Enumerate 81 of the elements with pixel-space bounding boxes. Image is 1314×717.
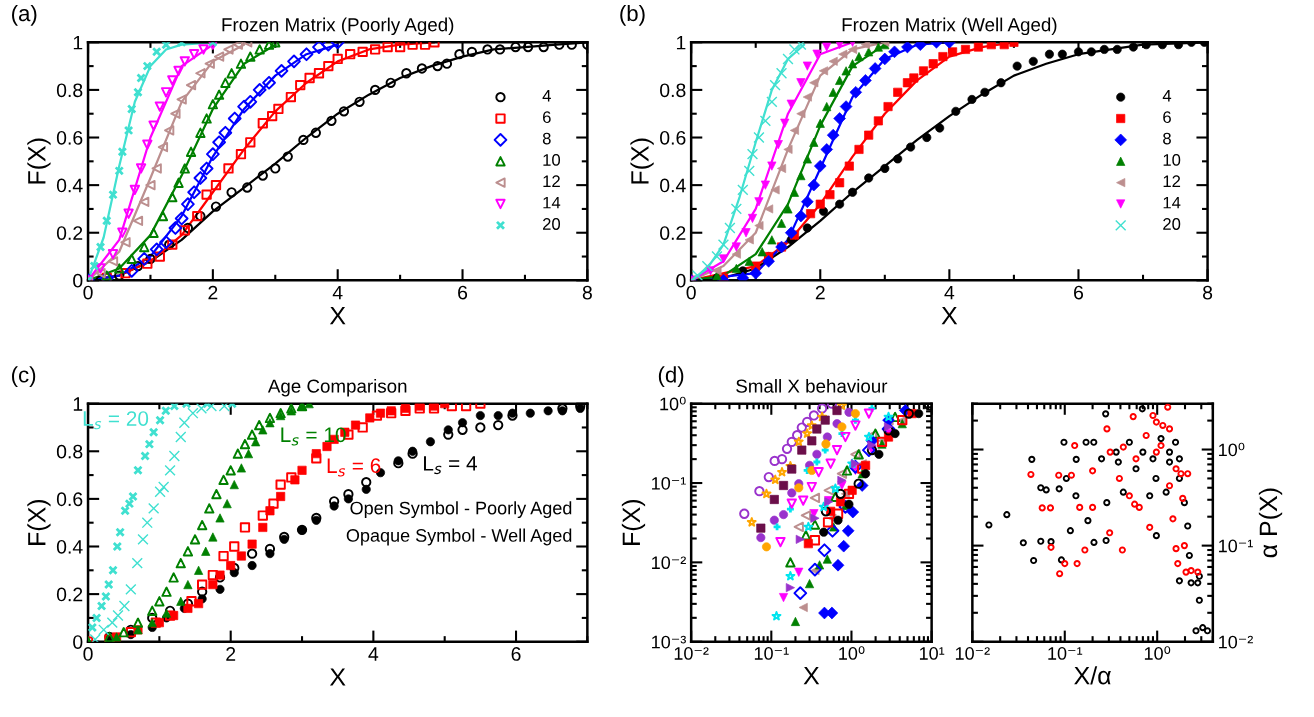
chart-title: Frozen Matrix (Poorly Aged) [222, 17, 454, 36]
x-tick-label: 8 [582, 285, 592, 300]
x-axis-title: X/α [1074, 666, 1111, 685]
chart-subtitle: (b) [620, 4, 645, 26]
y-tick-label: 0 [73, 635, 83, 649]
x-axis-title: X [803, 667, 820, 685]
x-tick-label: 6 [1074, 285, 1084, 300]
y-tick-label: 0.6 [56, 492, 83, 507]
y-tick-label: 1 [73, 35, 83, 50]
x-tick-label: 0 [83, 285, 93, 300]
y-tick-label: 10⁻² [652, 556, 686, 570]
legend-label: 8 [1163, 132, 1171, 145]
x-tick-label: 4 [332, 285, 343, 300]
annotation: L$_{s}$ = 6 [327, 458, 381, 477]
y-tick-label: 10⁻² [1219, 635, 1253, 649]
y-axis-title: α P(X) [1258, 488, 1283, 558]
x-tick-label: 4 [368, 647, 379, 661]
y-tick-label: 10⁻³ [652, 635, 686, 649]
x-tick-label: 0 [686, 285, 696, 300]
x-tick-label: 10⁰ [839, 646, 865, 660]
y-tick-label: 0 [73, 273, 83, 288]
y-tick-label: 0.4 [660, 178, 686, 193]
y-tick-label: 0.8 [56, 83, 83, 98]
x-tick-label: 0 [83, 647, 93, 661]
y-axis-title: F(X) [621, 499, 646, 545]
x-tick-label: 10⁻¹ [754, 647, 789, 660]
legend-label: 8 [542, 132, 551, 145]
y-tick-label: 0.8 [660, 83, 686, 98]
x-tick-label: 4 [944, 285, 955, 300]
y-tick-label: 0.4 [56, 178, 83, 193]
y-tick-label: 0.2 [56, 587, 83, 602]
y-tick-label: 10⁻¹ [652, 476, 686, 490]
y-axis-title: F(X) [27, 499, 51, 545]
x-tick-label: 8 [1203, 285, 1213, 300]
y-tick-label: 1 [73, 397, 83, 411]
y-tick-label: 10⁻¹ [1219, 539, 1253, 553]
x-axis-title: X [941, 307, 958, 325]
annotation: L$_{s}$ = 4 [424, 456, 477, 475]
x-tick-label: 10¹ [919, 647, 945, 660]
x-tick-label: 10⁻² [955, 647, 990, 660]
y-axis-title: F(X) [630, 138, 654, 184]
y-tick-label: 10⁰ [1219, 442, 1245, 457]
chart-title: Age Comparison [267, 378, 407, 397]
legend-label: 20 [542, 218, 561, 230]
x-tick-label: 10⁻¹ [1048, 647, 1083, 660]
legend-label: 6 [1163, 111, 1171, 124]
chart-title: Frozen Matrix (Well Aged) [842, 17, 1057, 36]
x-axis-title: X [329, 307, 346, 325]
legend-label: 12 [543, 175, 560, 187]
y-tick-label: 0.2 [660, 226, 686, 240]
legend-label: 4 [1162, 90, 1172, 102]
y-tick-label: 0.8 [56, 444, 83, 459]
legend-label: 12 [1163, 175, 1181, 187]
x-tick-label: 2 [815, 285, 825, 300]
y-tick-label: 0 [676, 273, 686, 288]
legend-label: 14 [1163, 196, 1181, 209]
x-tick-label: 2 [208, 285, 218, 300]
annotation: Opaque Symbol - Well Aged [346, 528, 572, 546]
y-tick-label: 0.6 [660, 130, 686, 145]
chart-subtitle: (a) [12, 4, 37, 26]
legend-label: 10 [1163, 154, 1181, 166]
legend-label: 10 [543, 154, 561, 166]
legend-label: 14 [543, 196, 561, 209]
chart-subtitle: (c) [12, 366, 36, 387]
x-tick-label: 2 [226, 647, 236, 661]
x-axis-title: X [329, 668, 346, 686]
y-tick-label: 10⁰ [660, 396, 686, 411]
chart-title: Small X behaviour [736, 378, 888, 393]
x-tick-label: 6 [511, 647, 521, 661]
y-tick-label: 0.2 [56, 226, 83, 240]
annotation: Open Symbol - Poorly Aged [350, 501, 572, 519]
y-tick-label: 1 [676, 35, 686, 50]
y-axis-title: F(X) [27, 138, 51, 184]
x-tick-label: 10⁰ [1144, 646, 1171, 660]
y-tick-label: 0.6 [56, 130, 83, 145]
y-tick-label: 0.4 [56, 539, 83, 554]
legend-label: 6 [543, 111, 551, 124]
x-tick-label: 6 [458, 285, 468, 300]
legend-label: 20 [1163, 218, 1181, 230]
legend-label: 4 [542, 90, 551, 102]
chart-subtitle: (d) [658, 366, 684, 387]
